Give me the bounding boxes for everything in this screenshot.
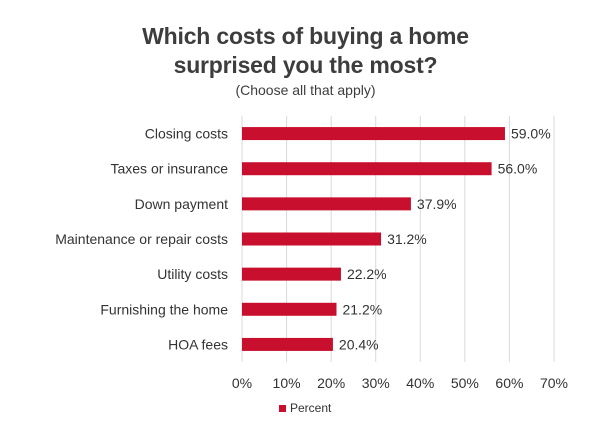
legend: Percent	[279, 401, 332, 415]
category-label: Taxes or insurance	[110, 161, 228, 177]
x-tick-label: 20%	[317, 375, 345, 391]
value-label: 22.2%	[347, 266, 387, 282]
value-label: 21.2%	[342, 301, 382, 317]
value-label: 31.2%	[387, 231, 427, 247]
x-tick-label: 0%	[232, 375, 252, 391]
category-label: Maintenance or repair costs	[55, 231, 228, 247]
legend-label: Percent	[290, 401, 332, 415]
value-label: 37.9%	[417, 196, 457, 212]
value-label: 59.0%	[511, 126, 551, 142]
chart-subtitle: (Choose all that apply)	[235, 82, 376, 98]
legend-swatch	[279, 405, 286, 412]
bar	[242, 337, 333, 351]
bars	[242, 127, 505, 351]
chart-title-line-2: surprised you the most?	[173, 52, 438, 78]
value-label: 56.0%	[498, 161, 538, 177]
category-label: Closing costs	[145, 126, 228, 142]
bar	[242, 197, 411, 211]
x-tick-label: 30%	[362, 375, 390, 391]
chart-title-line-1: Which costs of buying a home	[142, 23, 469, 49]
value-label: 20.4%	[339, 336, 379, 352]
category-label: Utility costs	[157, 266, 228, 282]
bar	[242, 302, 337, 316]
x-tick-label: 10%	[273, 375, 301, 391]
value-labels: 59.0% 56.0% 37.9% 31.2% 22.2% 21.2% 20.4%	[339, 126, 551, 353]
category-labels: Closing costs Taxes or insurance Down paym…	[55, 126, 228, 353]
x-tick-label: 50%	[451, 375, 479, 391]
bar	[242, 232, 382, 246]
x-axis-ticks: 0% 10% 20% 30% 40% 50% 60% 70%	[232, 375, 568, 391]
category-label: Down payment	[135, 196, 228, 212]
chart-title: Which costs of buying a home surprised y…	[0, 22, 611, 80]
bar	[242, 162, 492, 176]
x-tick-label: 70%	[540, 375, 568, 391]
category-label: HOA fees	[168, 336, 228, 352]
bar	[242, 267, 341, 281]
category-label: Furnishing the home	[100, 301, 228, 317]
x-tick-label: 60%	[495, 375, 523, 391]
x-tick-label: 40%	[406, 375, 434, 391]
bar	[242, 127, 505, 141]
